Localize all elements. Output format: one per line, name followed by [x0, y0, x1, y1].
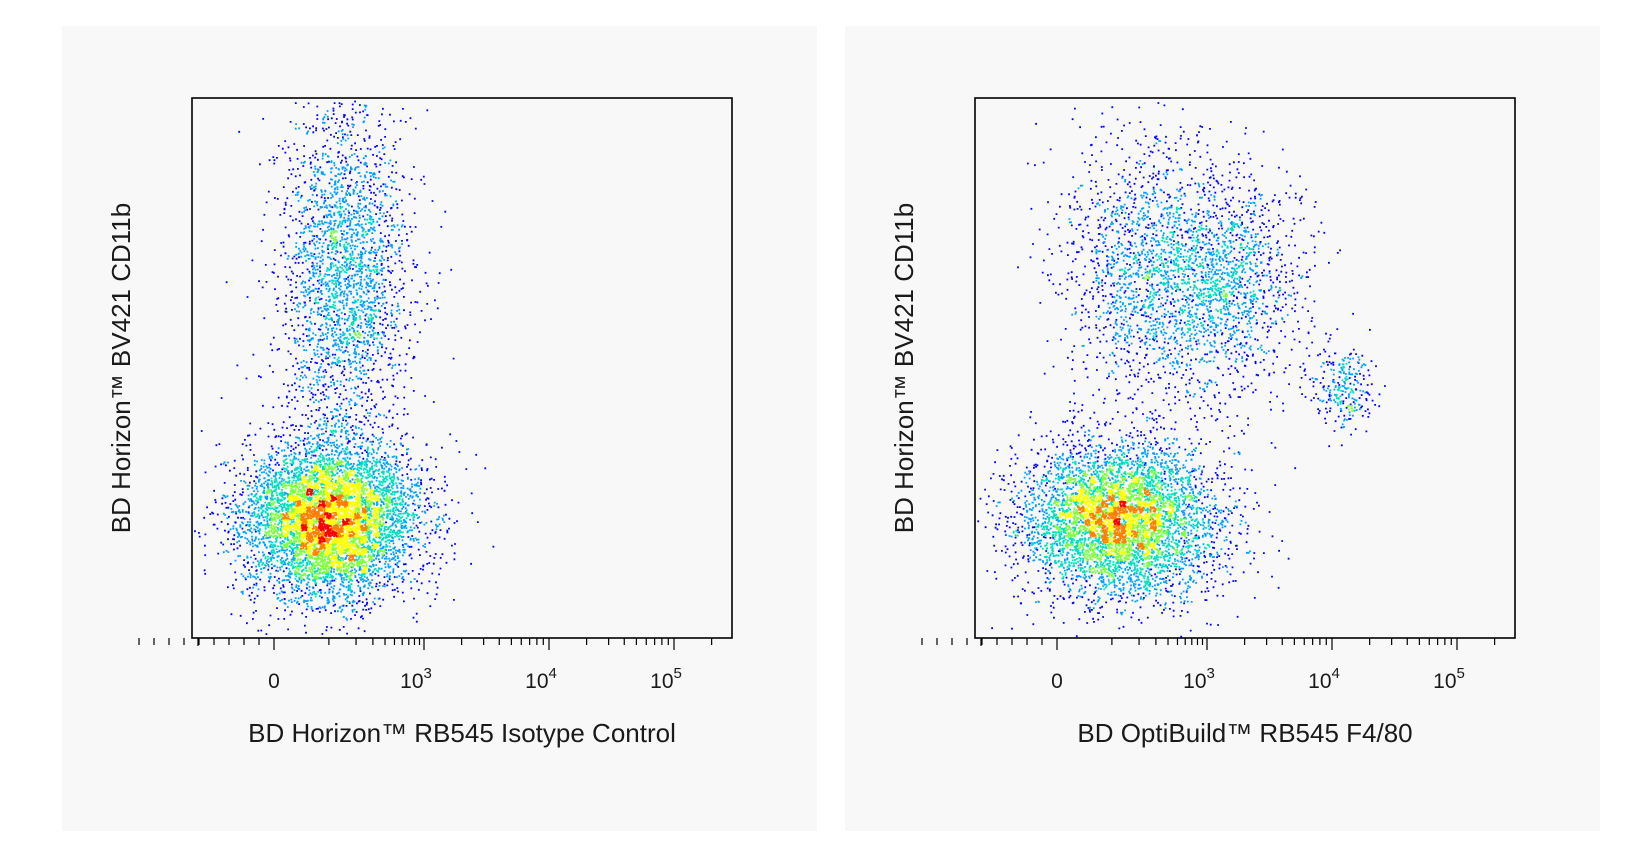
- density-points: [194, 100, 495, 636]
- density-points-level-6: [300, 488, 350, 544]
- plot-svg-f480: 0 103 104 105 BD OptiBuild™ RB545 F4/80 BD …: [889, 97, 1516, 748]
- plot-svg-isotype: 0 103 104 105 BD Horizon™ RB545 Isotype Con…: [106, 97, 733, 748]
- x-axis-ticks: [138, 638, 713, 650]
- x-tick-label: 105: [650, 665, 682, 693]
- density-points-level-5: [282, 494, 368, 562]
- plot-frame: [191, 97, 733, 639]
- y-axis-label: BD Horizon™ BV421 CD11b: [106, 203, 136, 533]
- x-tick-label: 104: [1308, 665, 1340, 693]
- x-tick-label: 0: [1051, 670, 1063, 693]
- density-points-level-4: [1059, 476, 1175, 556]
- x-tick-label: 103: [1183, 665, 1215, 693]
- density-points-level-1: [222, 104, 446, 621]
- x-axis-ticks: [921, 638, 1496, 650]
- density-points-level-2: [252, 206, 416, 598]
- x-tick-label: 104: [525, 665, 557, 693]
- x-axis-label: BD Horizon™ RB545 Isotype Control: [248, 718, 676, 748]
- plot-frame: [974, 97, 1516, 639]
- density-points-level-3: [264, 230, 392, 580]
- x-tick-label: 0: [268, 670, 280, 693]
- y-axis-label: BD Horizon™ BV421 CD11b: [889, 203, 919, 533]
- x-tick-label: 103: [400, 665, 432, 693]
- density-points-level-3: [1053, 272, 1355, 580]
- x-tick-label: 105: [1433, 665, 1465, 693]
- x-axis-tick-labels: 0 103 104 105: [1051, 665, 1465, 693]
- density-points: [977, 102, 1386, 638]
- plot-panel-f480: 0 103 104 105 BD OptiBuild™ RB545 F4/80 BD …: [845, 26, 1600, 831]
- density-points-level-2: [1012, 206, 1355, 592]
- plot-panel-isotype: 0 103 104 105 BD Horizon™ RB545 Isotype Con…: [62, 26, 817, 831]
- density-points-level-6: [1113, 500, 1127, 526]
- x-axis-label: BD OptiBuild™ RB545 F4/80: [1077, 718, 1412, 748]
- density-points-level-0: [977, 102, 1386, 638]
- density-points-level-0: [194, 100, 495, 636]
- x-axis-tick-labels: 0 103 104 105: [268, 665, 682, 693]
